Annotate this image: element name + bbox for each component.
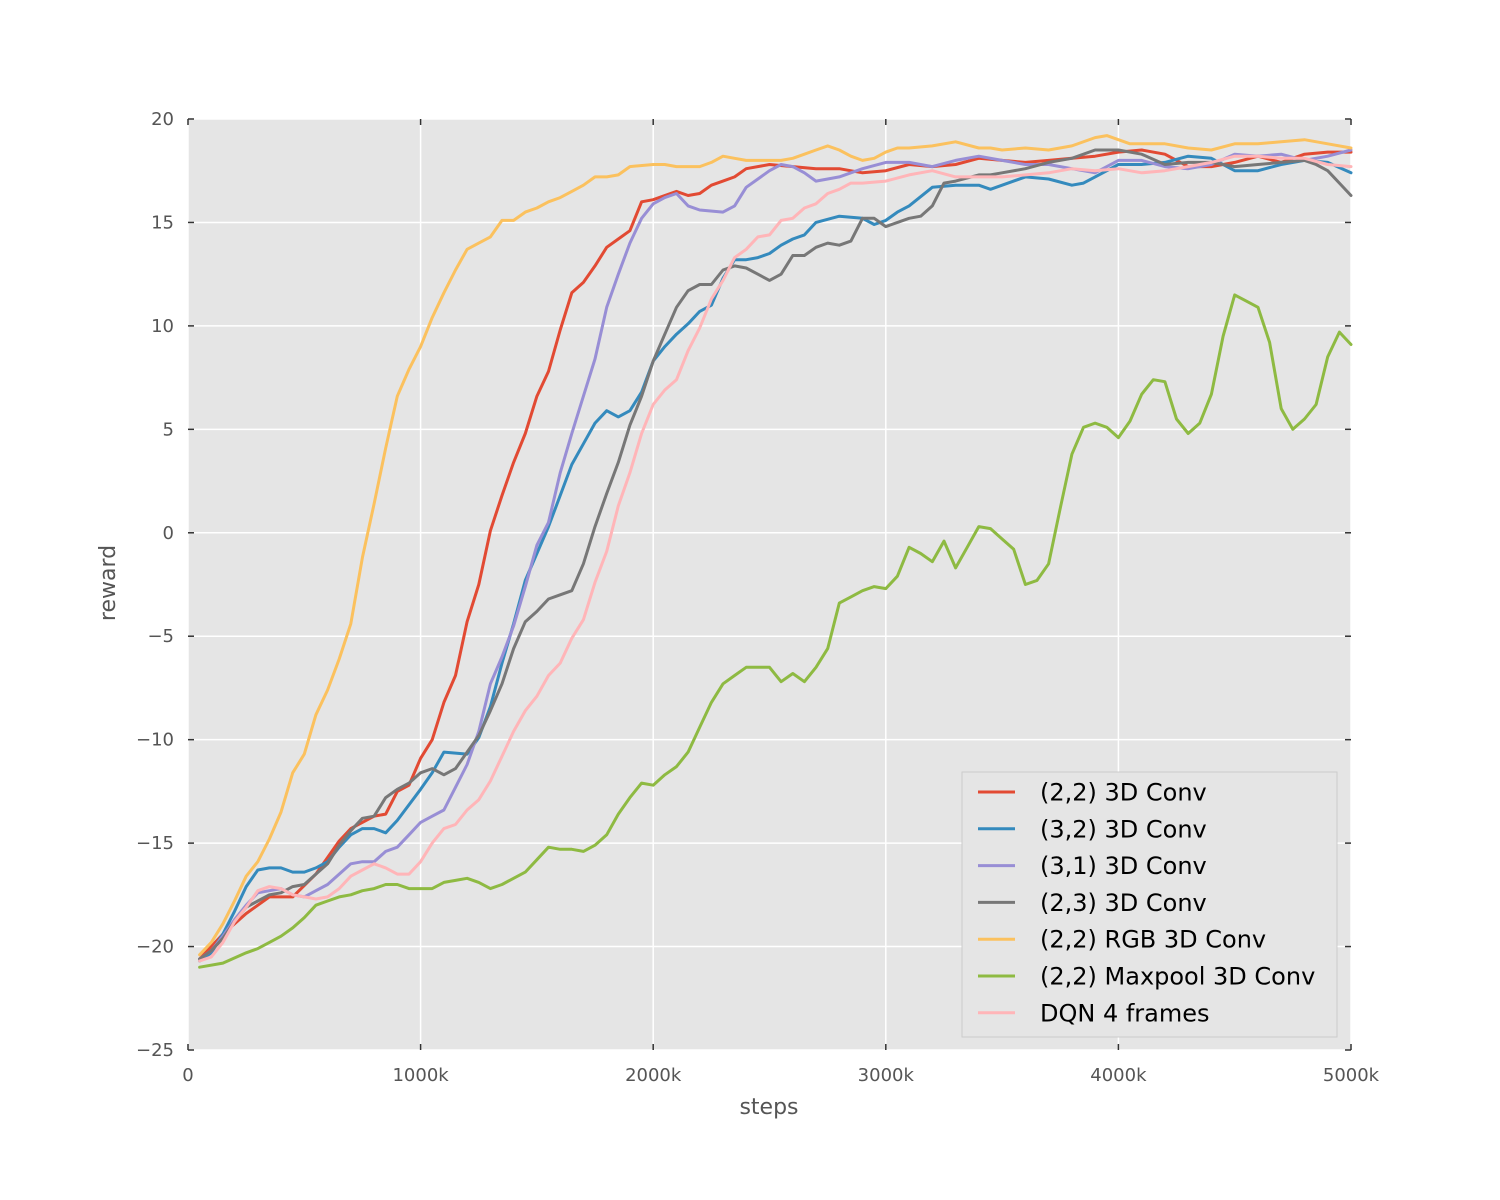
- y-tick-label: −20: [136, 937, 174, 958]
- x-tick-label: 2000k: [625, 1065, 682, 1086]
- y-tick-label: 20: [151, 109, 174, 130]
- series-lines: [198, 134, 1353, 969]
- legend: (2,2) 3D Conv (3,2) 3D Conv (3,1) 3D Conv (…: [961, 771, 1338, 1038]
- y-axis-label: reward: [96, 545, 121, 621]
- y-tick-label: 15: [151, 212, 174, 233]
- x-tick-label: 1000k: [392, 1065, 449, 1086]
- y-tick-label: −25: [136, 1040, 174, 1061]
- x-axis-label: steps: [739, 1095, 798, 1120]
- series-line: [198, 148, 1353, 961]
- axis-ticks: 0 1000k 2000k 3000k 4000k 5000k 20 15 10 5 0 −5 −10 −…: [136, 109, 1380, 1086]
- x-tick-label: 5000k: [1323, 1065, 1380, 1086]
- series-line: [198, 293, 1353, 969]
- series-line: [198, 148, 1353, 961]
- legend-label: (3,1) 3D Conv: [1040, 852, 1207, 880]
- series-line: [198, 154, 1353, 963]
- legend-label: (2,2) RGB 3D Conv: [1040, 926, 1266, 954]
- series-line: [198, 154, 1353, 963]
- grid-lines: [187, 118, 1352, 1051]
- legend-box: [961, 771, 1338, 1038]
- x-tick-label: 0: [182, 1065, 193, 1086]
- y-tick-label: 10: [151, 316, 174, 337]
- series-line: [198, 148, 1353, 961]
- y-tick-label: 0: [163, 523, 174, 544]
- y-tick-label: 5: [163, 419, 174, 440]
- x-tick-label: 4000k: [1090, 1065, 1147, 1086]
- legend-label: (2,2) 3D Conv: [1040, 779, 1207, 807]
- y-tick-label: −5: [147, 626, 174, 647]
- y-tick-label: −10: [136, 730, 174, 751]
- y-tick-label: −15: [136, 833, 174, 854]
- legend-label: (2,2) Maxpool 3D Conv: [1040, 963, 1315, 991]
- legend-label: DQN 4 frames: [1040, 999, 1210, 1027]
- x-tick-label: 3000k: [858, 1065, 915, 1086]
- legend-label: (3,2) 3D Conv: [1040, 815, 1207, 843]
- series-line: [198, 134, 1353, 957]
- legend-label: (2,3) 3D Conv: [1040, 889, 1207, 917]
